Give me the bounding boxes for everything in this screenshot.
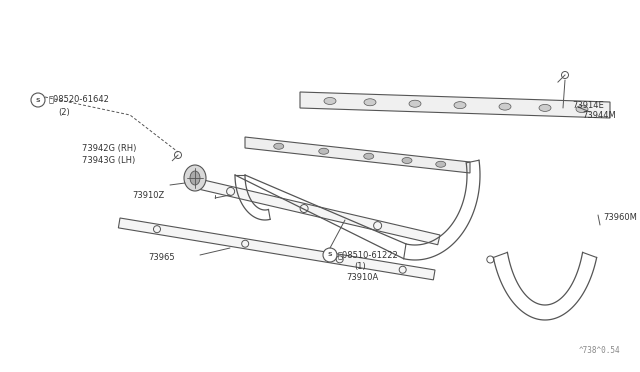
Ellipse shape	[402, 157, 412, 164]
Ellipse shape	[364, 153, 374, 159]
Text: 73910A: 73910A	[346, 273, 378, 282]
Ellipse shape	[190, 171, 200, 185]
Text: S: S	[36, 97, 40, 103]
Ellipse shape	[184, 165, 206, 191]
Text: S: S	[328, 253, 332, 257]
Polygon shape	[300, 92, 610, 118]
Text: 73965: 73965	[148, 253, 175, 262]
Text: 73943G (LH): 73943G (LH)	[82, 155, 135, 164]
Ellipse shape	[274, 143, 284, 149]
Text: 73914E: 73914E	[572, 102, 604, 110]
Polygon shape	[245, 137, 470, 173]
Polygon shape	[118, 218, 435, 280]
Text: 73960M: 73960M	[603, 214, 637, 222]
Text: Ⓢ08510-61222: Ⓢ08510-61222	[338, 250, 399, 260]
Ellipse shape	[364, 99, 376, 106]
Text: (2): (2)	[58, 108, 70, 116]
Circle shape	[31, 93, 45, 107]
Ellipse shape	[499, 103, 511, 110]
Text: 73910Z: 73910Z	[132, 192, 164, 201]
Ellipse shape	[319, 148, 329, 154]
Circle shape	[323, 248, 337, 262]
Ellipse shape	[454, 102, 466, 109]
Text: ^738^0.54: ^738^0.54	[579, 346, 620, 355]
Ellipse shape	[324, 97, 336, 105]
Text: Ⓢ08520-61642: Ⓢ08520-61642	[49, 94, 110, 103]
Text: (1): (1)	[354, 263, 365, 272]
Polygon shape	[193, 178, 440, 245]
Ellipse shape	[539, 105, 551, 111]
Ellipse shape	[576, 106, 588, 113]
Text: 73942G (RH): 73942G (RH)	[82, 144, 136, 153]
Ellipse shape	[436, 161, 445, 167]
Ellipse shape	[409, 100, 421, 107]
Text: 73944M: 73944M	[582, 112, 616, 121]
